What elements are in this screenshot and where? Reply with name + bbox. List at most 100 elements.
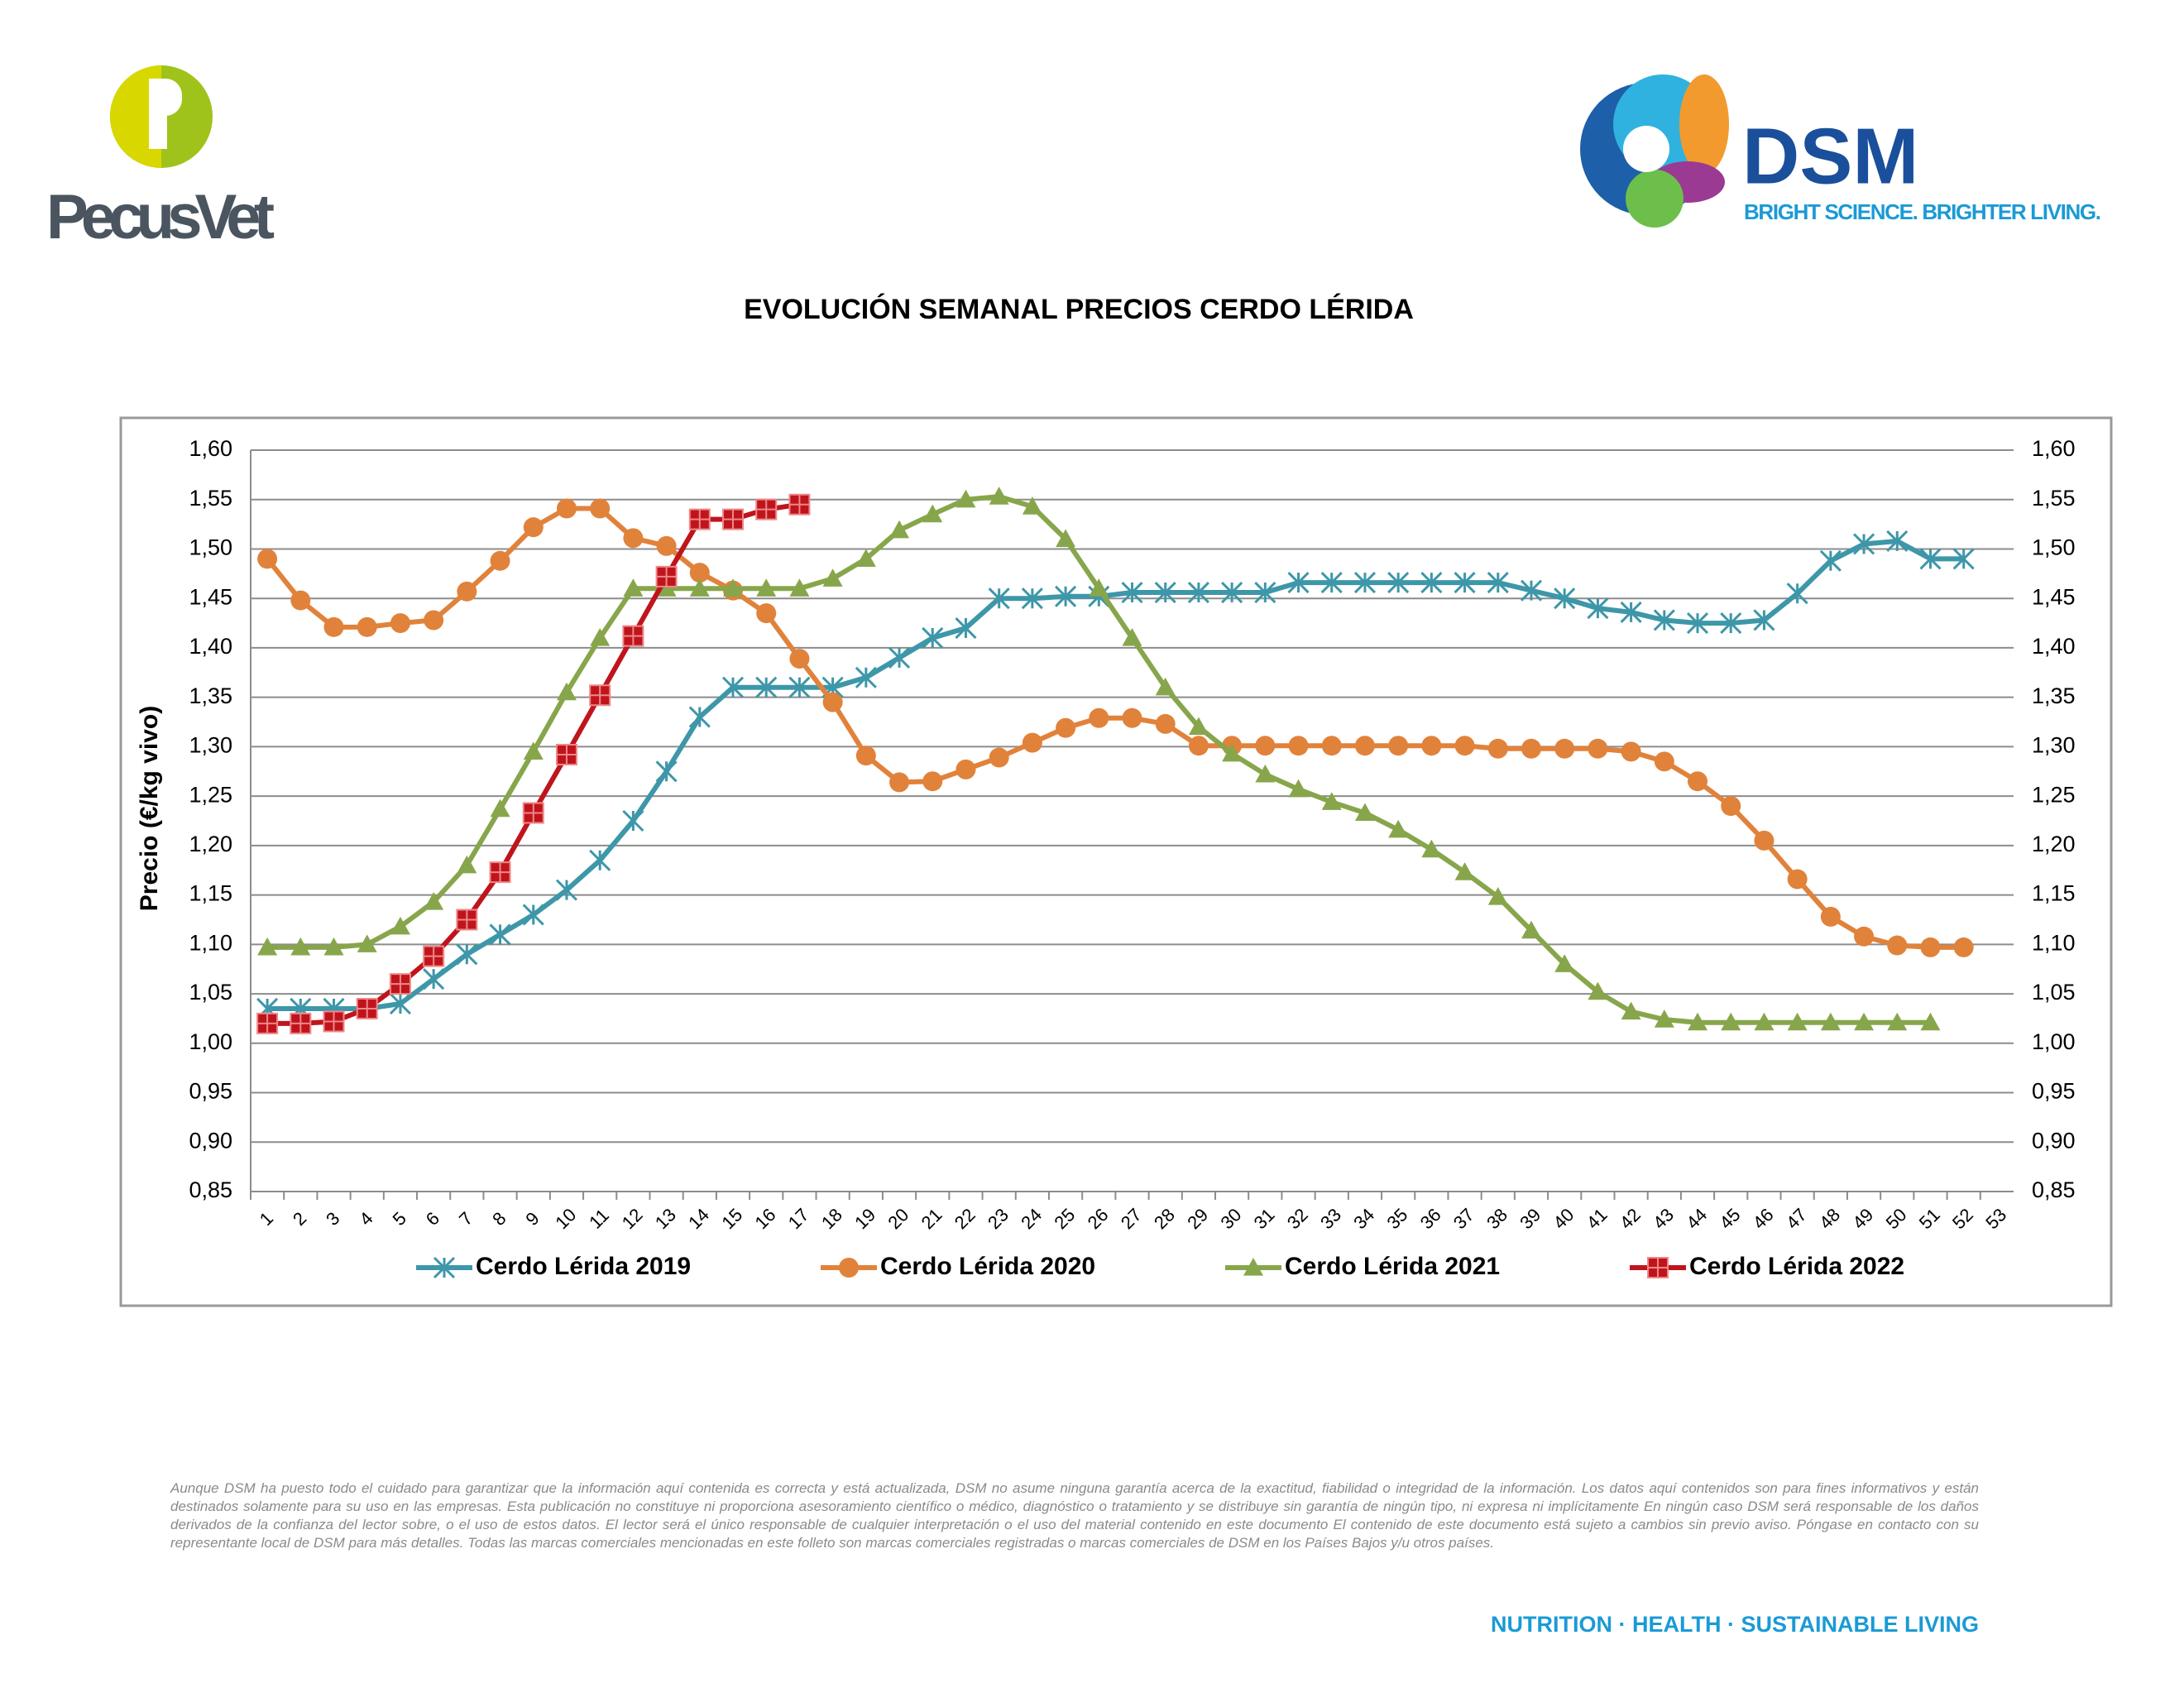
marker	[1887, 1012, 1908, 1031]
line	[267, 538, 1964, 1011]
y2-tick-label: 0,90	[2032, 1128, 2076, 1153]
marker	[1056, 717, 1076, 738]
x-tick-label: 35	[1382, 1204, 1411, 1233]
marker	[922, 504, 943, 523]
marker	[1554, 587, 1576, 610]
x-tick-label: 41	[1583, 1204, 1612, 1233]
marker	[290, 937, 311, 956]
marker	[1454, 736, 1475, 756]
y2-tick-label: 1,60	[2032, 436, 2076, 461]
swirl	[1623, 126, 1669, 172]
marker	[424, 610, 444, 631]
marker	[555, 743, 577, 765]
y-tick-label: 1,10	[189, 930, 232, 955]
marker	[589, 684, 611, 707]
x-tick-label: 46	[1749, 1204, 1778, 1233]
marker	[1320, 572, 1343, 594]
marker	[1487, 886, 1508, 905]
y2-tick-label: 1,15	[2032, 881, 2076, 906]
marker	[1022, 732, 1042, 753]
marker	[689, 563, 710, 583]
x-tick-label: 17	[784, 1204, 813, 1233]
swirl	[1626, 170, 1684, 228]
marker	[1853, 533, 1875, 555]
marker	[1920, 1012, 1941, 1031]
marker	[989, 747, 1009, 768]
dsm-text: DSM	[1742, 112, 1918, 200]
x-tick-label: 11	[585, 1205, 613, 1233]
marker	[688, 706, 711, 728]
legend-label: Cerdo Lérida 2019	[476, 1253, 691, 1280]
x-tick-label: 4	[355, 1208, 376, 1230]
x-tick-label: 15	[717, 1204, 746, 1233]
marker	[1886, 530, 1909, 552]
marker	[1454, 862, 1475, 880]
marker	[622, 809, 644, 832]
marker	[688, 508, 711, 530]
marker	[555, 879, 578, 901]
marker	[689, 578, 710, 597]
marker	[1819, 549, 1842, 572]
marker	[888, 646, 911, 669]
y2-tick-label: 1,10	[2032, 930, 2076, 955]
marker	[522, 904, 544, 926]
marker	[1188, 736, 1209, 756]
x-tick-label: 9	[521, 1208, 543, 1230]
marker	[1288, 779, 1309, 798]
x-tick-label: 16	[751, 1204, 780, 1233]
marker	[989, 487, 1009, 505]
marker	[490, 550, 510, 571]
marker	[590, 498, 611, 519]
marker	[855, 746, 876, 766]
marker	[556, 682, 577, 701]
x-tick-label: 23	[984, 1204, 1013, 1233]
x-tick-label: 45	[1716, 1204, 1745, 1233]
y-tick-label: 1,50	[189, 535, 232, 560]
marker	[1454, 572, 1476, 594]
marker	[1920, 937, 1941, 957]
marker	[1056, 529, 1076, 548]
marker	[1786, 583, 1808, 605]
marker	[390, 613, 410, 634]
legend-marker	[433, 1256, 456, 1279]
x-tick-label: 32	[1283, 1204, 1312, 1233]
marker	[1721, 1012, 1741, 1031]
series: Cerdo Lérida 2019	[256, 530, 1975, 1280]
marker	[1654, 1009, 1674, 1028]
y-tick-label: 1,20	[189, 832, 232, 856]
marker	[589, 849, 611, 871]
marker	[1688, 1012, 1708, 1031]
x-tick-label: 42	[1616, 1204, 1645, 1233]
x-tick-label: 40	[1549, 1204, 1578, 1233]
logo-p	[149, 79, 182, 116]
x-tick-label: 28	[1150, 1204, 1179, 1233]
marker	[1121, 581, 1143, 604]
marker	[1154, 581, 1176, 604]
marker	[1720, 612, 1742, 635]
legend-label: Cerdo Lérida 2020	[880, 1253, 1095, 1280]
marker	[1654, 751, 1674, 772]
y-axis-label: Precio (€/kg vivo)	[136, 706, 163, 911]
y-tick-label: 1,55	[189, 486, 232, 511]
x-tick-label: 52	[1948, 1204, 1977, 1233]
y-tick-label: 1,05	[189, 980, 232, 1005]
marker	[1255, 764, 1276, 783]
marker	[1420, 572, 1443, 594]
marker	[1621, 741, 1641, 762]
marker	[1222, 743, 1243, 762]
marker	[1753, 609, 1775, 631]
y2-tick-label: 0,95	[2032, 1079, 2076, 1104]
marker	[257, 549, 278, 569]
marker	[789, 649, 810, 669]
x-tick-label: 21	[917, 1204, 946, 1233]
marker	[1254, 581, 1276, 604]
marker	[1487, 572, 1509, 594]
x-tick-label: 5	[389, 1208, 410, 1230]
marker	[1122, 707, 1142, 728]
marker	[1588, 981, 1608, 1000]
dsm-logo: DSM BRIGHT SCIENCE. BRIGHTER LIVING.	[1580, 74, 2101, 228]
marker	[656, 535, 677, 556]
y2-tick-label: 1,30	[2032, 733, 2076, 758]
marker	[456, 909, 478, 931]
marker	[1520, 579, 1543, 602]
